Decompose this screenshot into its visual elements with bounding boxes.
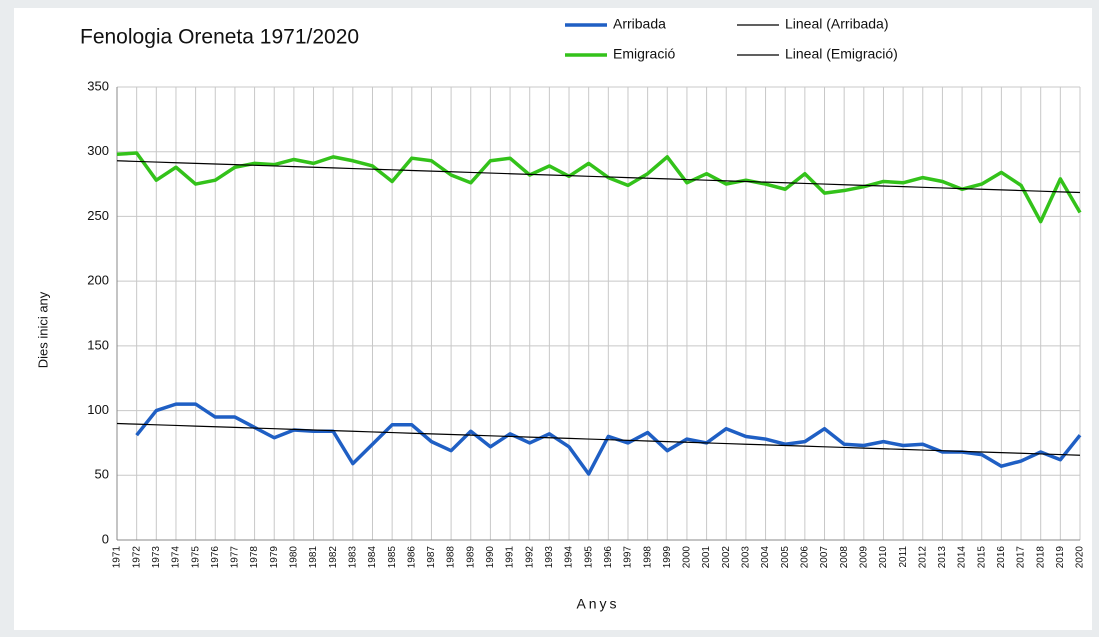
x-tick-label: 1975 — [190, 546, 201, 569]
x-tick-label: 1985 — [387, 546, 398, 569]
grid: 0 50 100 150 200 250 300 350 1971 1972 1973 1974 197… — [87, 78, 1085, 568]
x-tick-label: 1998 — [642, 546, 653, 569]
y-tick-label: 300 — [87, 143, 109, 158]
x-tick-label: 2009 — [858, 546, 869, 569]
x-tick-label: 2006 — [799, 546, 810, 569]
series-line — [116, 151, 1082, 224]
x-tick-label: 2020 — [1075, 546, 1086, 569]
x-tick-label: 1972 — [131, 546, 142, 569]
x-tick-label: 1988 — [446, 546, 457, 569]
x-tick-label: 1986 — [406, 546, 417, 569]
series-line — [116, 422, 1081, 456]
legend: Arribada Emigració Lineal (Arribada) Lineal… — [565, 16, 898, 62]
x-tick-label: 1983 — [347, 546, 358, 569]
x-tick-label: 1981 — [308, 546, 319, 569]
x-tick-label: 2012 — [917, 546, 928, 569]
x-tick-label: 1978 — [249, 546, 260, 569]
x-tick-label: 2002 — [721, 546, 732, 569]
x-tick-label: 2000 — [682, 546, 693, 569]
legend-label: Lineal (Arribada) — [785, 16, 889, 32]
x-tick-label: 2017 — [1016, 546, 1027, 569]
y-tick-label: 150 — [87, 337, 109, 352]
x-tick-label: 1990 — [485, 546, 496, 569]
x-tick-label: 2005 — [780, 546, 791, 569]
x-tick-label: 1997 — [623, 546, 634, 569]
x-tick-label: 1974 — [171, 546, 182, 569]
legend-label: Emigració — [613, 46, 675, 62]
x-tick-label: 2014 — [957, 546, 968, 569]
x-tick-label: 2010 — [878, 546, 889, 569]
x-tick-label: 2003 — [741, 546, 752, 569]
x-tick-label: 2018 — [1035, 546, 1046, 569]
y-tick-label: 250 — [87, 208, 109, 223]
x-tick-label: 1973 — [151, 546, 162, 569]
x-tick-label: 2011 — [898, 546, 909, 568]
chart-title: Fenologia Oreneta 1971/2020 — [80, 26, 359, 49]
y-tick-label: 350 — [87, 78, 109, 93]
y-axis-label: Dies inici any — [35, 291, 50, 368]
x-tick-label: 1976 — [210, 546, 221, 569]
series-line — [116, 160, 1081, 194]
x-tick-label: 1991 — [505, 546, 516, 569]
x-tick-label: 1979 — [269, 546, 280, 569]
x-tick-label: 1994 — [564, 546, 575, 569]
x-tick-label: 2007 — [819, 546, 830, 569]
x-tick-label: 2008 — [839, 546, 850, 569]
x-tick-label: 1984 — [367, 546, 378, 569]
y-tick-label: 50 — [95, 467, 109, 482]
y-tick-label: 0 — [102, 531, 109, 546]
y-tick-label: 100 — [87, 402, 109, 417]
x-tick-label: 2001 — [701, 546, 712, 569]
x-tick-label: 1982 — [328, 546, 339, 569]
legend-label: Lineal (Emigració) — [785, 46, 898, 62]
x-tick-label: 2015 — [976, 546, 987, 569]
chart-background — [14, 8, 1092, 630]
x-tick-label: 1989 — [465, 546, 476, 569]
x-tick-label: 2016 — [996, 546, 1007, 569]
x-tick-label: 1992 — [524, 546, 535, 569]
legend-label: Arribada — [613, 16, 666, 32]
x-tick-label: 2013 — [937, 546, 948, 569]
x-tick-label: 1980 — [289, 546, 300, 569]
y-tick-label: 200 — [87, 273, 109, 288]
x-tick-label: 1977 — [230, 546, 241, 569]
x-tick-label: 2004 — [760, 546, 771, 569]
plot — [116, 151, 1082, 476]
x-tick-label: 1999 — [662, 546, 673, 569]
x-axis-label: Anys — [576, 596, 619, 612]
x-tick-label: 1971 — [112, 546, 123, 569]
series-line — [135, 402, 1082, 476]
x-tick-label: 2019 — [1055, 546, 1066, 569]
x-tick-label: 1993 — [544, 546, 555, 569]
x-tick-label: 1995 — [583, 546, 594, 569]
x-tick-label: 1996 — [603, 546, 614, 569]
x-tick-label: 1987 — [426, 546, 437, 569]
